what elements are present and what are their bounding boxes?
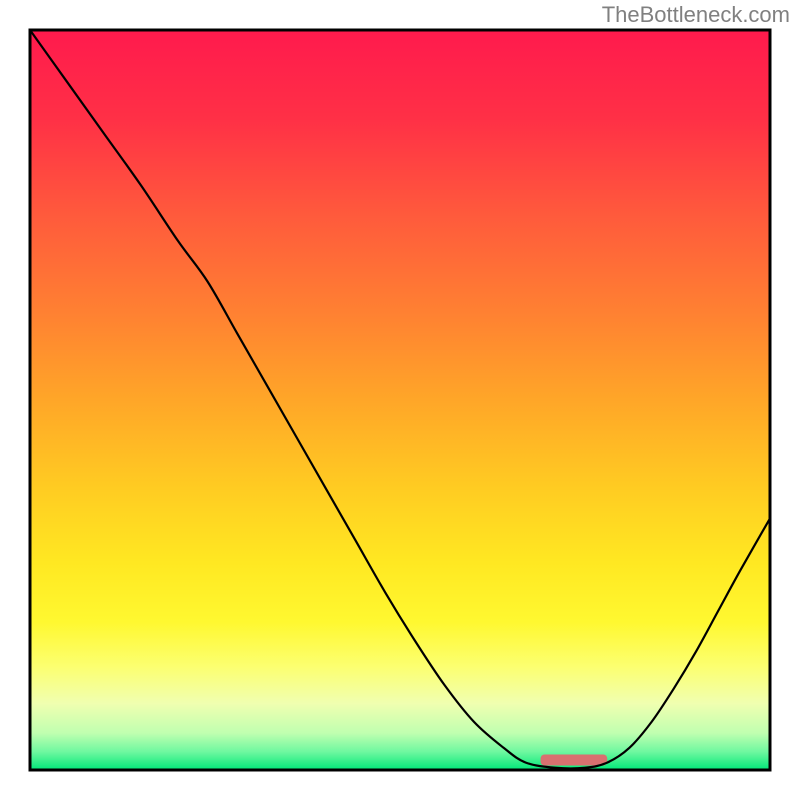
bottleneck-chart: TheBottleneck.com	[0, 0, 800, 800]
optimal-range-marker	[541, 754, 608, 765]
chart-svg	[0, 0, 800, 800]
watermark-label: TheBottleneck.com	[602, 2, 790, 28]
plot-background	[30, 30, 770, 770]
